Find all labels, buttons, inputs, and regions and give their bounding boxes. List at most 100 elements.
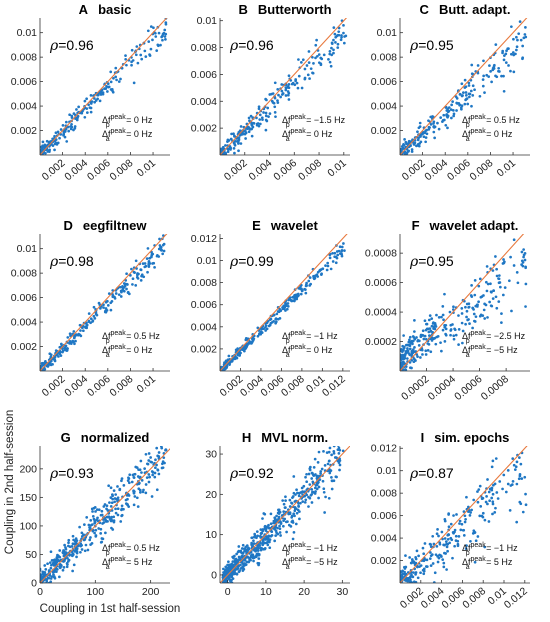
data-point	[524, 266, 528, 270]
data-point	[43, 361, 47, 364]
data-point	[82, 329, 85, 333]
data-point	[143, 426, 146, 429]
delta-f-a: Δfpeak a = 0 Hz	[282, 344, 333, 359]
data-point	[495, 274, 499, 278]
data-point	[310, 488, 314, 491]
data-point	[148, 54, 152, 57]
data-point	[74, 537, 78, 540]
rho-label: ρ=0.99	[229, 253, 274, 270]
data-point	[494, 506, 497, 510]
data-point	[423, 319, 427, 323]
data-point	[252, 539, 255, 543]
data-point	[127, 292, 131, 296]
data-point	[248, 340, 252, 344]
data-point	[97, 527, 101, 530]
data-point	[284, 495, 287, 499]
data-point	[516, 281, 520, 285]
data-point	[66, 125, 70, 129]
data-point	[481, 78, 485, 81]
data-point	[337, 459, 340, 462]
data-point	[424, 328, 428, 332]
data-point	[441, 328, 445, 332]
data-point	[83, 523, 86, 527]
data-point	[422, 567, 426, 571]
data-point	[334, 41, 337, 44]
data-point	[502, 74, 505, 78]
data-point	[221, 159, 224, 162]
data-point	[104, 531, 107, 535]
data-point	[226, 570, 229, 574]
data-point	[290, 516, 294, 519]
y-tick-label: 0.004	[191, 96, 217, 108]
data-point	[157, 31, 161, 35]
data-point	[437, 534, 440, 538]
data-point	[54, 141, 58, 145]
data-point	[462, 528, 466, 532]
data-point	[163, 28, 167, 32]
data-point	[251, 125, 255, 129]
data-point	[476, 303, 479, 307]
data-point	[76, 114, 80, 118]
data-point	[83, 538, 87, 541]
data-point	[490, 465, 494, 469]
data-point	[449, 333, 452, 337]
data-point	[458, 519, 462, 523]
data-point	[147, 452, 151, 455]
data-point	[114, 292, 118, 295]
data-point	[524, 440, 527, 443]
data-point	[401, 353, 405, 357]
data-point	[300, 486, 304, 490]
data-point	[319, 470, 323, 473]
data-point	[222, 579, 226, 583]
data-point	[428, 334, 431, 337]
data-point	[464, 322, 467, 326]
data-point	[229, 148, 232, 151]
data-point	[279, 95, 282, 99]
data-point	[221, 371, 224, 374]
data-point	[432, 130, 436, 134]
data-point	[410, 350, 414, 354]
data-point	[340, 254, 344, 258]
data-point	[435, 313, 438, 317]
data-point	[488, 499, 491, 503]
data-point	[134, 53, 138, 57]
data-point	[295, 488, 298, 492]
data-point	[41, 156, 44, 159]
data-point	[99, 532, 103, 535]
data-point	[39, 157, 42, 160]
data-point	[163, 35, 167, 38]
y-tick-label: 0.012	[371, 443, 397, 455]
x-tick-label: 0.01	[135, 157, 158, 179]
data-point	[448, 310, 452, 314]
data-point	[476, 500, 480, 504]
data-point	[399, 156, 402, 159]
data-point	[489, 282, 492, 286]
data-point	[466, 505, 470, 509]
data-point	[413, 337, 417, 341]
data-point	[261, 543, 265, 547]
data-point	[250, 536, 254, 540]
data-point	[41, 158, 44, 161]
data-point	[399, 586, 402, 589]
data-point	[491, 512, 494, 516]
data-point	[341, 441, 344, 444]
data-point	[444, 540, 448, 543]
data-point	[219, 159, 222, 162]
y-tick-label: 0.006	[191, 299, 217, 311]
data-point	[237, 149, 240, 153]
data-point	[432, 122, 435, 125]
data-point	[482, 59, 485, 63]
data-point	[103, 503, 107, 506]
data-point	[468, 95, 471, 99]
data-point	[460, 321, 464, 325]
data-point	[486, 478, 489, 481]
rho-value: =0.96	[238, 37, 274, 53]
data-point	[224, 144, 227, 147]
data-point	[512, 238, 516, 242]
x-tick-label: 0.0002	[399, 373, 431, 403]
data-point	[511, 479, 515, 483]
data-point	[239, 563, 242, 567]
data-point	[97, 508, 101, 512]
